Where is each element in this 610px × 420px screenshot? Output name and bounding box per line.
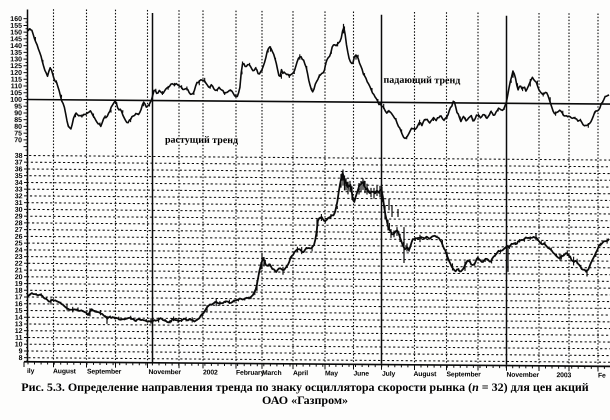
svg-text:June: June — [354, 371, 370, 378]
svg-text:April: April — [293, 370, 308, 377]
svg-text:November: November — [507, 372, 540, 379]
svg-text:February: February — [236, 370, 265, 377]
svg-text:2002: 2002 — [203, 369, 218, 376]
svg-text:September: September — [447, 371, 482, 378]
svg-text:July: July — [382, 371, 396, 378]
svg-text:70: 70 — [14, 137, 22, 144]
svg-text:Fe: Fe — [598, 372, 606, 379]
svg-text:September: September — [87, 368, 122, 375]
svg-text:May: May — [325, 370, 338, 377]
svg-text:падающий тренд: падающий тренд — [384, 75, 461, 87]
svg-text:растущий тренд: растущий тренд — [165, 135, 238, 147]
svg-text:August: August — [414, 371, 438, 378]
svg-text:March: March — [262, 370, 282, 377]
svg-text:August: August — [53, 368, 77, 375]
svg-text:ily: ily — [27, 368, 35, 375]
svg-text:8: 8 — [19, 355, 23, 362]
svg-text:November: November — [149, 369, 182, 376]
svg-text:2003: 2003 — [557, 372, 572, 379]
